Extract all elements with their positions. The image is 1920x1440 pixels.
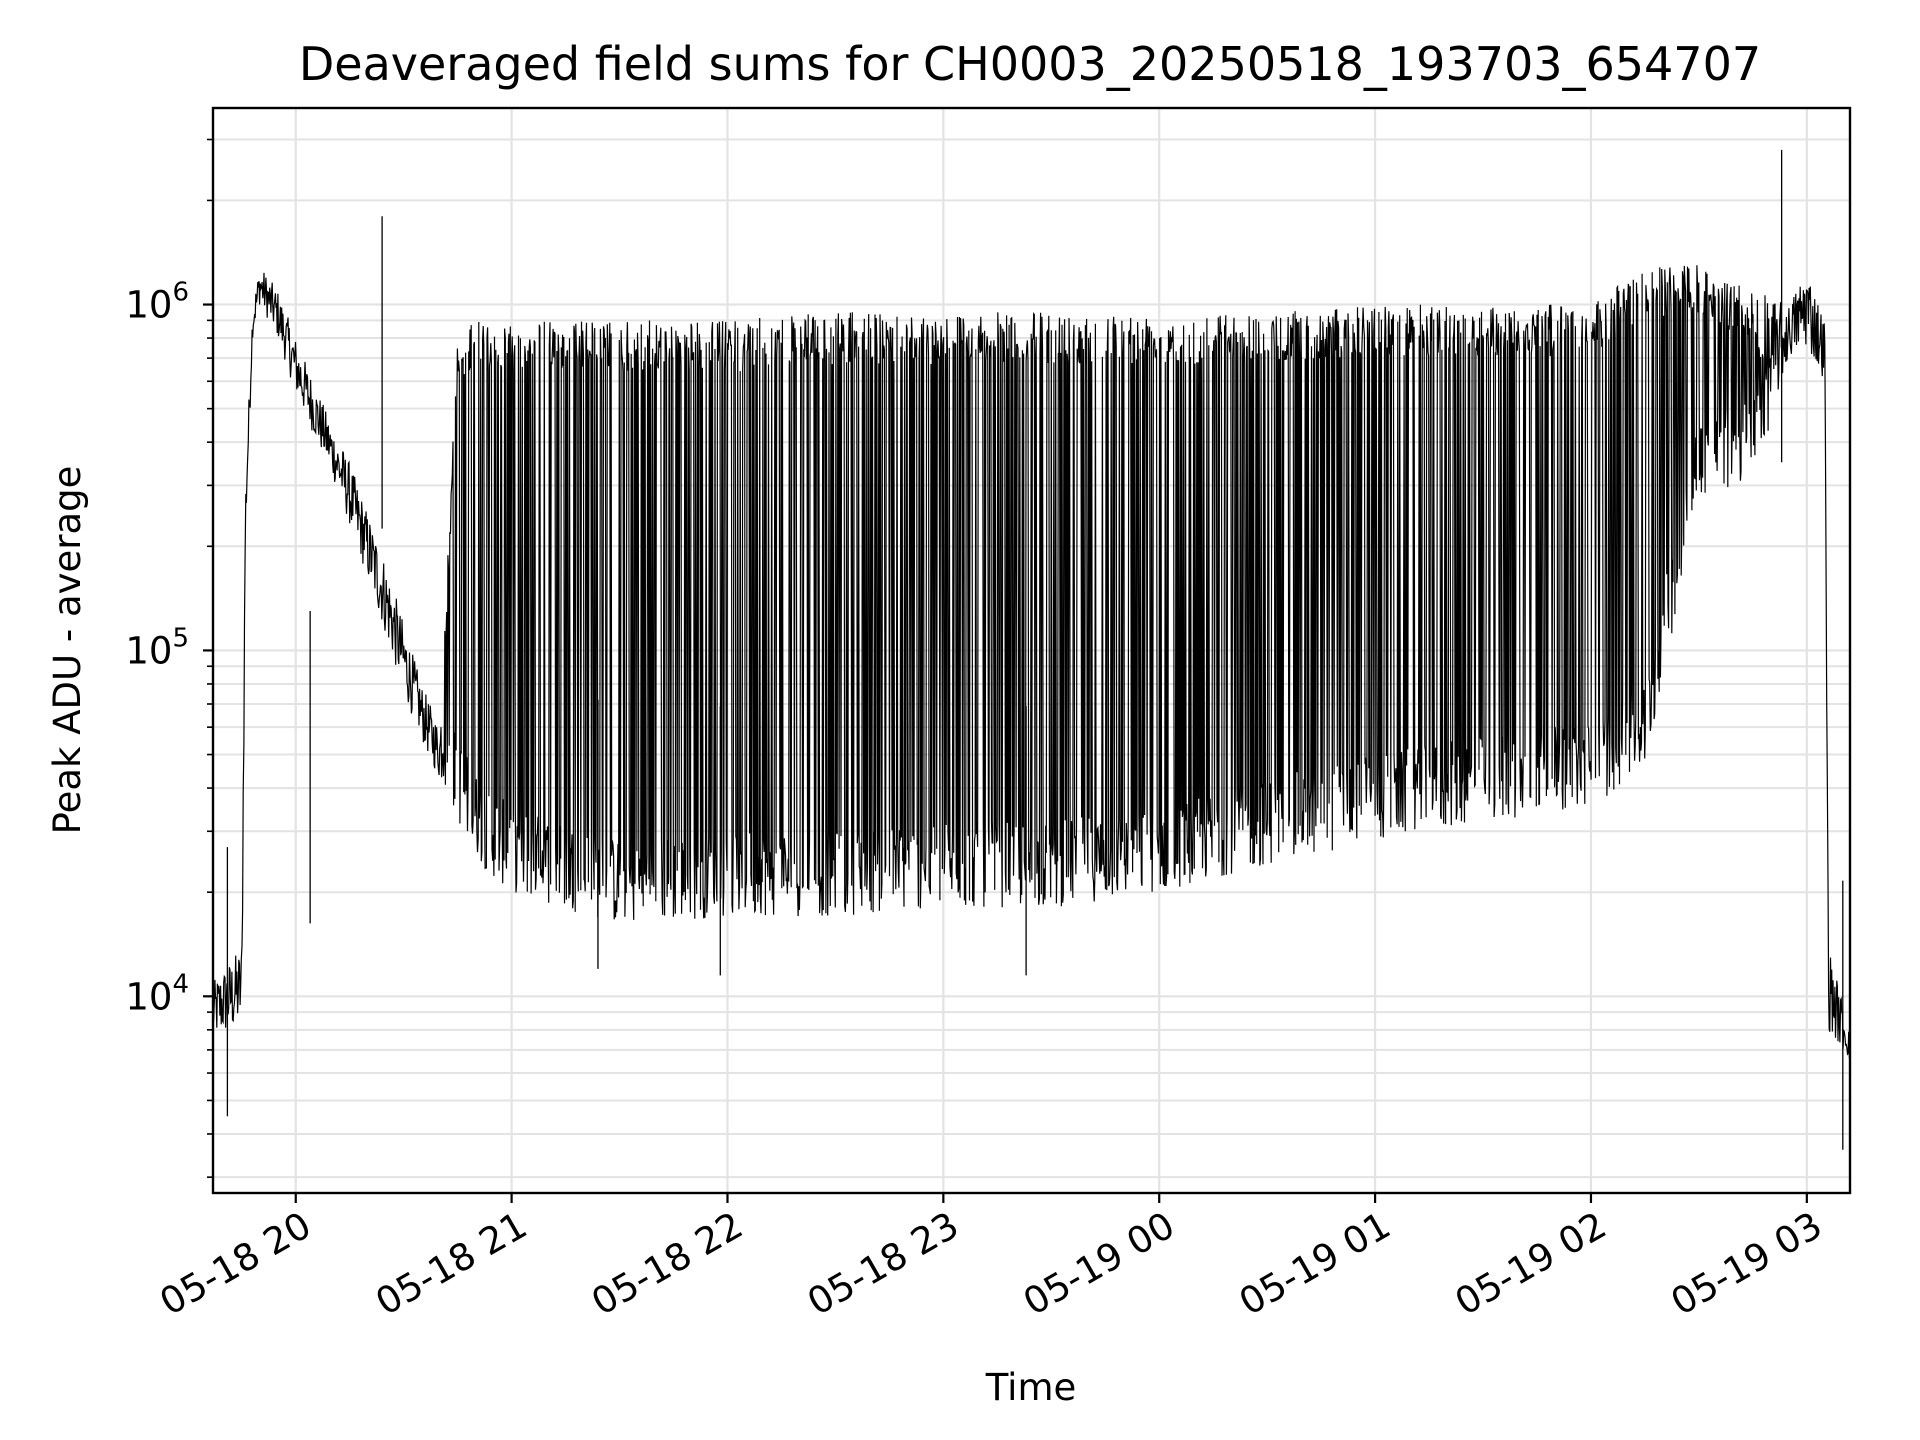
y-tick-label: 106 (125, 278, 189, 327)
y-tick-label: 104 (125, 969, 189, 1018)
chart-title: Deaveraged field sums for CH0003_2025051… (299, 37, 1761, 91)
y-axis-label: Peak ADU - average (46, 466, 89, 835)
x-axis-label: Time (985, 1366, 1077, 1409)
series-group (212, 149, 1851, 1150)
y-tick-label: 105 (125, 623, 189, 672)
series-line (212, 265, 1851, 1059)
y-axis: 104 105 106 (125, 138, 213, 1178)
